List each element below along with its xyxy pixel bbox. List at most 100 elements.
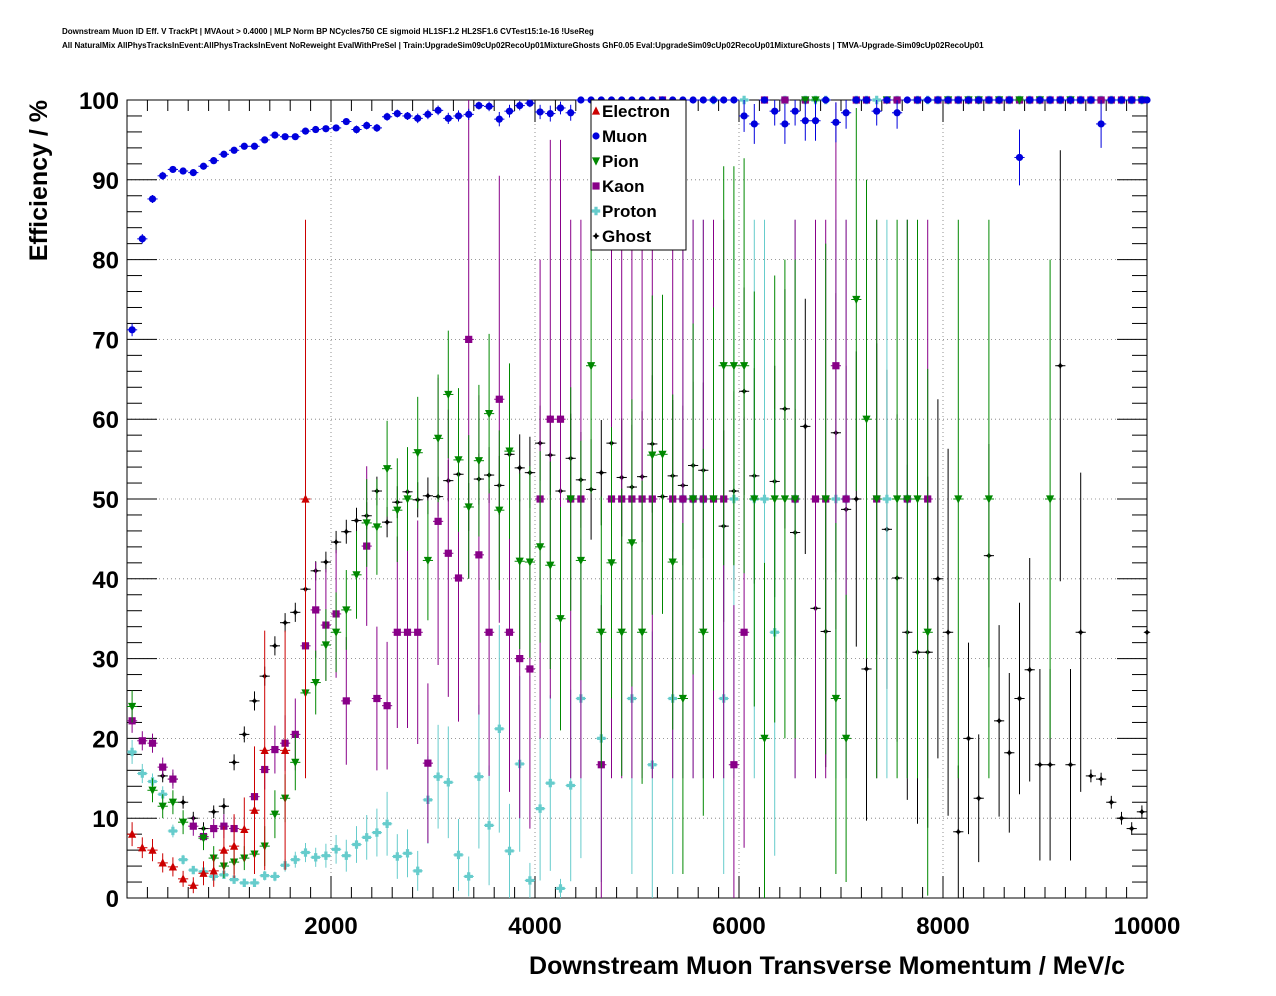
data-point — [179, 818, 188, 827]
legend-marker — [592, 232, 600, 240]
data-point — [413, 866, 422, 876]
data-point — [556, 415, 565, 423]
data-point — [189, 865, 198, 875]
legend-label: Pion — [602, 152, 639, 171]
data-point — [577, 96, 585, 104]
data-point — [791, 495, 800, 504]
data-point — [1036, 96, 1044, 104]
data-point — [271, 642, 279, 650]
data-point — [250, 805, 259, 814]
data-point — [566, 495, 575, 504]
data-point — [862, 415, 871, 424]
x-tick-label: 6000 — [712, 913, 765, 940]
data-point — [332, 628, 341, 637]
data-point — [270, 810, 279, 819]
data-point — [362, 833, 371, 842]
data-point — [382, 819, 392, 828]
data-point — [311, 678, 320, 688]
legend-marker — [592, 132, 600, 140]
legend-label: Electron — [602, 102, 670, 121]
data-point — [964, 734, 973, 742]
data-point — [383, 465, 392, 474]
data-point — [852, 96, 860, 104]
data-point — [352, 516, 361, 525]
data-point — [638, 628, 647, 637]
data-point — [210, 157, 218, 165]
data-point — [179, 874, 188, 883]
data-point — [566, 781, 575, 790]
data-point — [413, 449, 422, 458]
data-point — [658, 450, 667, 459]
x-axis-title: Downstream Muon Transverse Momentum / Me… — [529, 952, 1125, 980]
data-point — [260, 871, 269, 880]
y-tick-label: 40 — [92, 567, 119, 594]
data-point — [760, 734, 769, 743]
data-point — [1128, 96, 1136, 104]
data-point — [1107, 798, 1115, 806]
data-point — [995, 717, 1003, 725]
legend-item-electron: Electron — [591, 102, 670, 121]
data-point — [1077, 628, 1085, 636]
data-point — [138, 737, 146, 745]
data-point — [393, 109, 401, 118]
data-point — [179, 167, 187, 175]
data-point — [220, 150, 228, 158]
data-point — [403, 495, 412, 504]
data-point — [474, 457, 483, 466]
data-point — [668, 558, 677, 567]
data-point — [505, 628, 514, 636]
data-point — [587, 362, 596, 371]
data-point — [281, 619, 289, 627]
data-point — [1087, 772, 1095, 780]
y-tick-label: 80 — [92, 248, 119, 275]
data-point — [801, 117, 809, 125]
data-point — [873, 107, 881, 115]
data-point — [729, 362, 738, 371]
data-point — [220, 802, 228, 810]
data-point — [822, 96, 830, 104]
data-point — [842, 495, 850, 503]
data-point — [444, 390, 453, 400]
data-point — [393, 506, 402, 515]
data-point — [169, 775, 177, 783]
data-point — [811, 495, 820, 503]
data-point — [740, 628, 748, 636]
data-point — [179, 798, 187, 806]
data-point — [699, 628, 708, 637]
data-point — [740, 112, 748, 120]
data-point — [801, 422, 809, 430]
data-point — [424, 110, 432, 118]
data-point — [454, 112, 463, 120]
legend-label: Kaon — [602, 177, 645, 196]
data-point — [281, 745, 290, 754]
data-point — [689, 96, 697, 104]
data-point — [393, 852, 402, 861]
data-point — [270, 872, 280, 881]
data-point — [516, 101, 524, 110]
legend-box — [590, 99, 687, 251]
data-point — [882, 494, 892, 504]
data-point — [1046, 495, 1055, 504]
data-point — [546, 561, 555, 570]
data-point — [128, 326, 136, 334]
data-point — [597, 628, 606, 637]
data-point — [515, 557, 524, 566]
data-point — [1117, 96, 1126, 104]
data-point — [332, 124, 340, 132]
data-point — [444, 549, 452, 557]
data-point — [383, 113, 391, 121]
y-tick-label: 20 — [92, 726, 119, 753]
data-point — [240, 878, 249, 888]
data-point — [495, 724, 504, 734]
data-point — [352, 125, 361, 134]
data-point — [862, 96, 871, 104]
data-point — [1128, 824, 1136, 833]
data-point — [678, 694, 687, 704]
data-point — [770, 495, 779, 504]
data-point — [301, 848, 310, 857]
data-point — [342, 528, 350, 536]
data-point — [403, 849, 412, 858]
data-point — [444, 114, 452, 122]
y-tick-label: 60 — [92, 407, 119, 434]
